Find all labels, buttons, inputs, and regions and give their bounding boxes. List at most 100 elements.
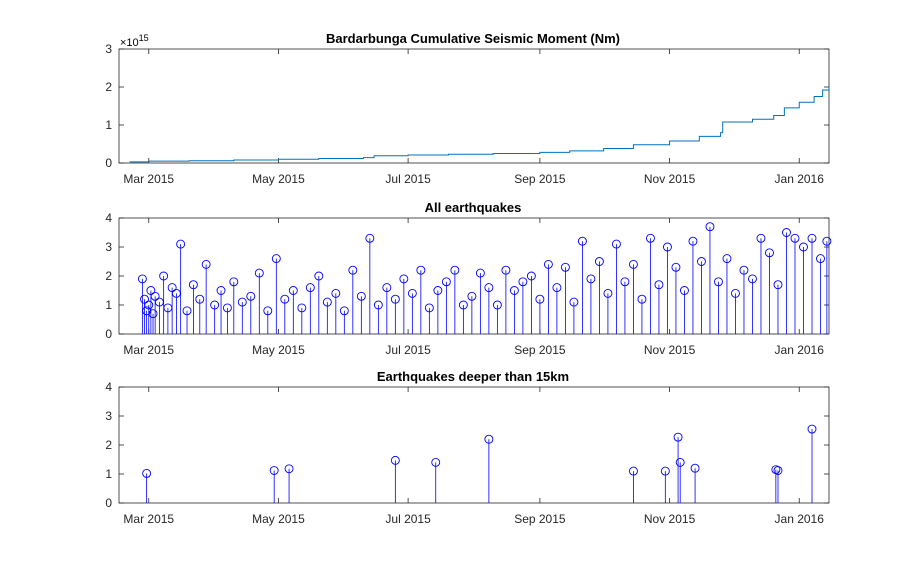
stem-marker [137,274,147,284]
stem-marker [229,277,239,287]
stem-marker [722,254,732,264]
stem-marker [569,297,579,307]
stem-marker [407,288,417,298]
stem-marker [662,242,672,252]
stem-marker [399,274,409,284]
stem-marker [518,277,528,287]
axes-box [118,217,830,335]
x-tick-label: Mar 2015 [123,343,174,357]
stem-marker [390,294,400,304]
y-tick-label: 0 [105,156,112,170]
stem-marker [552,283,562,293]
y-tick-label: 0 [105,496,112,510]
stem-marker [148,309,158,319]
stem-marker [222,303,232,313]
stem-marker [688,236,698,246]
stem-marker [484,434,494,444]
stem-marker [450,265,460,275]
subplot-cumulative-moment: ×1015 0 1 2 3 Mar 2015 May 2015 Jul 2015 Sep 20… [105,31,830,186]
stem-marker [348,265,358,275]
stem-marker [560,262,570,272]
stem-marker [475,268,485,278]
stem-marker [271,254,281,264]
y-tick-label: 1 [105,298,112,312]
stem-marker [620,277,630,287]
stem-marker [140,294,149,304]
y-tick-label: 1 [105,467,112,481]
y-tick-label: 3 [105,240,112,254]
stem-marker [314,271,324,281]
stem-marker [263,306,273,316]
stem-marker [433,286,443,295]
axes-box [118,48,830,164]
stem-marker [509,286,519,295]
stem-marker [697,257,706,266]
exponent-power: 15 [139,33,149,43]
stem-marker [756,233,766,243]
y-tick-label: 2 [105,269,112,283]
y-tick-label: 4 [105,211,112,225]
stem-marker [254,268,264,278]
y-tick-label: 2 [105,438,112,452]
x-tick-label: Nov 2015 [644,343,696,357]
stem-marker [284,464,294,474]
stem-marker [714,277,723,287]
stem-marker [675,457,685,467]
stem-marker [331,288,341,298]
x-tick-label: May 2015 [252,343,305,357]
stem-marker [660,466,670,476]
stem-marker [679,286,689,295]
y-tick-label: 1 [105,118,112,132]
stem-marker [146,286,156,295]
y-axis-exponent: ×1015 [120,33,149,49]
stem-marker [790,233,800,243]
subplot-deep-earthquakes: 0 1 2 3 4 Mar 2015 May 2015 Jul 2015 Sep 2015 Nov… [105,369,830,526]
x-tick-label: Jan 2016 [775,172,825,186]
stem-marker [150,291,160,301]
y-tick-label: 3 [105,409,112,423]
stem-marker [339,306,349,316]
stem-marker [577,236,587,246]
stem-marker [424,303,434,313]
stem-marker [458,300,468,310]
x-tick-label: Sep 2015 [514,172,566,186]
stem-marker [216,286,226,295]
stem-marker [365,233,375,243]
y-tick-label: 3 [105,42,112,56]
axes-box [118,386,830,504]
stem-marker [731,288,740,298]
stem-marker [390,455,400,465]
subplot-all-earthquakes: 0 1 2 3 4 Mar 2015 May 2015 Jul 2015 Sep 2015 Nov… [105,200,832,357]
y-tick-label: 2 [105,80,112,94]
stem-marker [807,233,817,243]
stem-marker [807,424,817,434]
stem-marker [142,468,152,478]
stem-marker [441,277,451,287]
stem-marker [356,291,366,301]
stem-marker [543,259,553,269]
x-tick-label: Jul 2015 [385,172,431,186]
stem-marker [167,283,177,293]
stem-marker [188,280,198,290]
stem-marker [280,294,290,304]
stem-marker [297,303,307,313]
chart-title: Earthquakes deeper than 15km [377,369,569,384]
stem-marker [628,259,638,269]
chart-title: Bardarbunga Cumulative Seismic Moment (N… [326,31,620,46]
stem-marker [176,239,186,249]
stem-marker [654,280,664,290]
stem-marker [671,262,681,272]
stem-marker [195,294,205,304]
x-tick-label: May 2015 [252,172,305,186]
x-tick-label: Nov 2015 [644,512,696,526]
stem-marker [773,280,783,290]
stem-marker [373,300,383,310]
stem-marker [535,294,545,304]
stem-marker [269,466,279,475]
x-tick-label: Jul 2015 [385,512,431,526]
stem-marker [816,254,825,264]
x-tick-label: Jul 2015 [385,343,431,357]
stem-marker [237,297,247,307]
chart-title: All earthquakes [425,200,522,215]
x-tick-label: Nov 2015 [644,172,696,186]
